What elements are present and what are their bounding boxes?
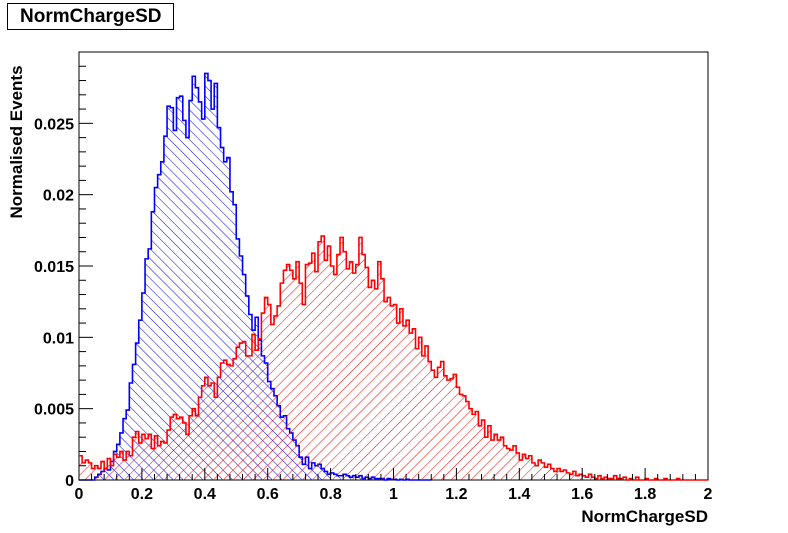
series-1-fill bbox=[79, 73, 432, 481]
x-tick-label: 0.8 bbox=[319, 486, 341, 503]
x-tick-label: 0.4 bbox=[194, 486, 216, 503]
y-axis-label: Normalised Events bbox=[7, 65, 26, 218]
x-tick-label: 1 bbox=[389, 486, 398, 503]
axes-layer: 0 0.2 0.4 0.6 0.8 1 1.2 1.4 1.6 1.8 2 0 0.005 0.01 0.0… bbox=[34, 65, 713, 503]
x-tick-label: 0 bbox=[75, 486, 84, 503]
y-tick-label: 0.02 bbox=[43, 188, 74, 205]
x-tick-label: 1.8 bbox=[634, 486, 656, 503]
y-tick-label: 0 bbox=[65, 473, 74, 490]
y-tick-label: 0.015 bbox=[34, 259, 74, 276]
x-tick-label: 2 bbox=[704, 486, 713, 503]
x-tick-label: 1.2 bbox=[445, 486, 467, 503]
y-tick-label: 0.025 bbox=[34, 116, 74, 133]
x-tick-label: 0.6 bbox=[257, 486, 279, 503]
y-tick-label: 0.005 bbox=[34, 402, 74, 419]
series-2-fill bbox=[79, 236, 708, 480]
series-2-outline bbox=[79, 235, 708, 481]
x-tick-label: 1.6 bbox=[571, 486, 593, 503]
series-layer bbox=[79, 72, 708, 481]
x-tick-label: 0.2 bbox=[131, 486, 153, 503]
y-tick-label: 0.01 bbox=[43, 330, 74, 347]
chart-title: NormChargeSD bbox=[7, 3, 175, 30]
series-2 bbox=[79, 235, 708, 481]
x-tick-label: 1.4 bbox=[508, 486, 530, 503]
x-axis-label: NormChargeSD bbox=[581, 507, 708, 526]
